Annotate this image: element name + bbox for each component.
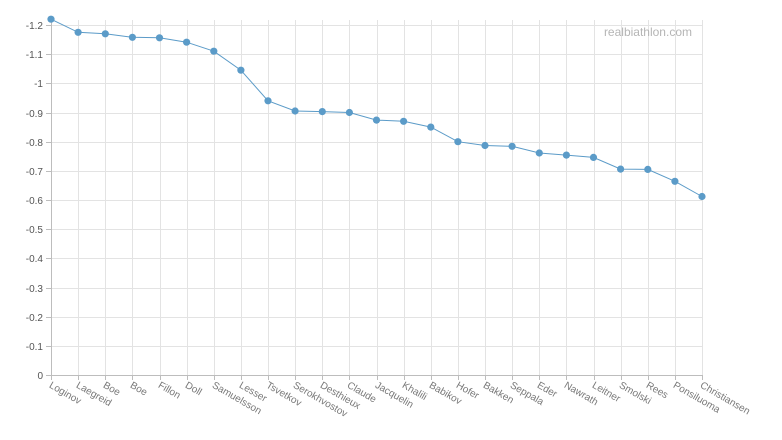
data-point[interactable] [318,108,326,116]
data-point[interactable] [47,15,55,23]
data-point[interactable] [562,151,571,159]
watermark-text: realbiathlon.com [604,25,692,39]
x-tick-label: Doll [183,380,203,398]
y-tick-label: -0.3 [26,284,44,295]
data-point[interactable] [155,34,164,42]
x-tick-label: Fillon [156,380,182,401]
data-point[interactable] [210,47,218,55]
series-line [50,18,703,197]
y-tick-label: -1.2 [26,21,44,32]
data-point[interactable] [128,33,136,41]
data-point[interactable] [535,149,543,157]
data-point[interactable] [508,142,516,150]
data-point[interactable] [101,30,109,38]
data-point[interactable] [644,165,652,173]
x-tick-label: Boe [128,380,149,399]
y-tick-label: -1 [34,79,43,90]
y-tick-label: -1.1 [26,50,44,61]
y-tick-label: -0.2 [26,313,44,324]
series [47,15,706,201]
y-tick-label: -0.9 [26,109,44,120]
y-tick-label: -0.7 [26,167,44,178]
data-point[interactable] [345,108,353,117]
data-point[interactable] [183,38,191,46]
y-tick-label: 0 [37,371,43,382]
data-point[interactable] [454,138,462,146]
y-tick-label: -0.4 [26,254,44,265]
data-point[interactable] [400,117,408,125]
data-point[interactable] [237,66,245,74]
data-point[interactable] [291,107,299,115]
axes: 0 -0.1 -0.2 -0.3 -0.4 -0.5 -0.6 -0.7 -0.8 -0.9 -1 -… [26,20,752,420]
data-point[interactable] [372,116,381,124]
data-point[interactable] [481,141,489,150]
data-point[interactable] [671,177,679,185]
data-point[interactable] [427,123,435,131]
data-point[interactable] [589,153,598,161]
grid [51,20,703,376]
data-point[interactable] [264,97,272,105]
data-point[interactable] [74,28,82,36]
y-tick-label: -0.1 [26,342,44,353]
y-tick-label: -0.8 [26,138,44,149]
data-point[interactable] [698,192,706,201]
y-tick-label: -0.5 [26,225,44,236]
y-tick-label: -0.6 [26,196,44,207]
data-point[interactable] [617,165,625,173]
